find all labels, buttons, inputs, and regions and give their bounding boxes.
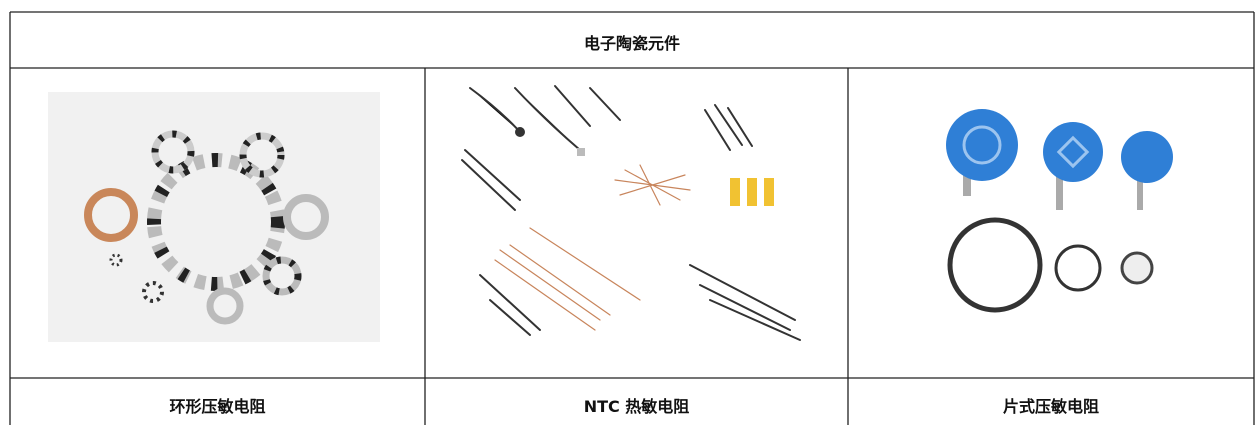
caption: 片式压敏电阻	[1002, 397, 1099, 416]
ntc-thermistor-photo	[461, 85, 801, 341]
disc-varistor-photo	[946, 109, 1173, 313]
caption: NTC 热敏电阻	[583, 397, 690, 416]
caption: 环形压敏电阻	[169, 397, 266, 416]
table-title: 电子陶瓷元件	[583, 34, 680, 53]
ring-varistor-photo	[48, 92, 380, 342]
